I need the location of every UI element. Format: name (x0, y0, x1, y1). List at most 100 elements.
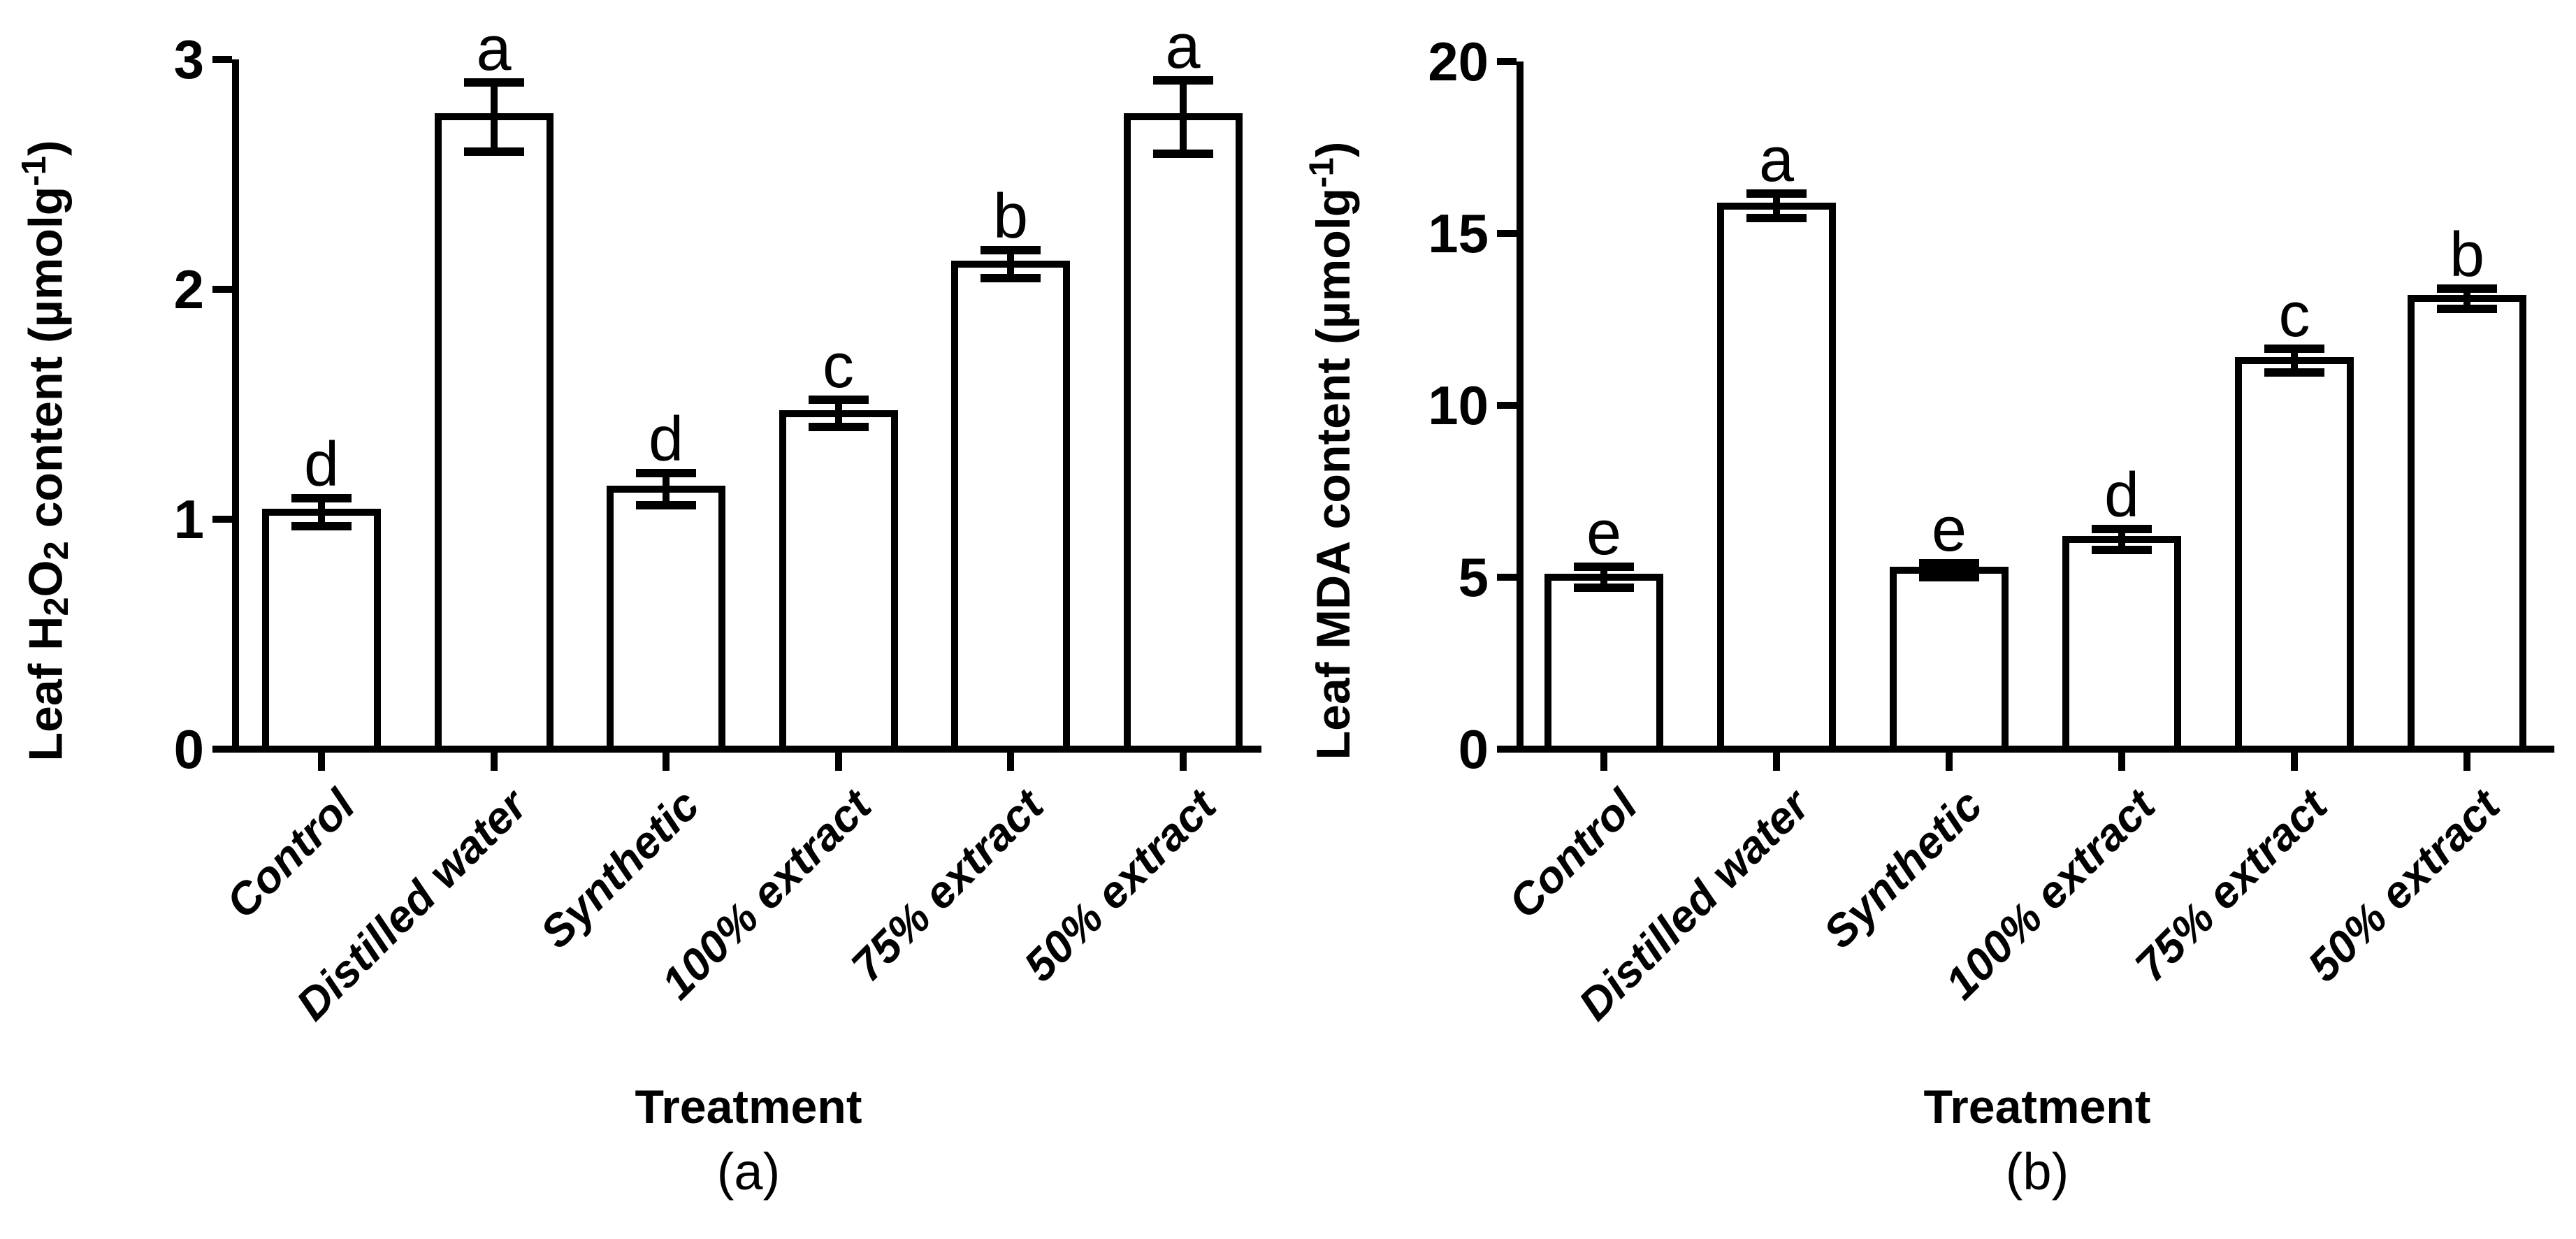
y-axis-title-segment: -1 (15, 156, 53, 187)
error-cap-top-75-extract (2264, 344, 2324, 353)
y-axis-title-segment: content (µmolg (19, 186, 73, 542)
x-tick (2118, 753, 2125, 771)
y-tick-label: 5 (1458, 546, 1489, 608)
error-cap-top-control (291, 494, 352, 503)
y-tick (1497, 402, 1517, 409)
panel-caption-a: (a) (716, 1143, 781, 1201)
x-tick (2463, 753, 2470, 771)
bar-control (262, 509, 381, 753)
error-cap-bottom-100-extract (2092, 545, 2152, 554)
error-cap-top-synthetic (1919, 559, 1979, 568)
error-bar-50-extract (2463, 288, 2470, 310)
y-axis-title-segment: O (19, 560, 73, 597)
error-bar-75-extract (2291, 348, 2298, 373)
y-tick-label: 15 (1428, 203, 1489, 264)
error-cap-top-synthetic (636, 469, 696, 478)
y-tick (212, 56, 232, 63)
y-tick-label: 10 (1428, 375, 1489, 436)
y-tick (1497, 58, 1517, 65)
error-bar-synthetic (663, 473, 670, 506)
error-bar-distilled-water (490, 82, 498, 152)
x-axis-line (1517, 746, 2554, 753)
bar-50-extract (1123, 113, 1243, 753)
error-cap-top-75-extract (981, 246, 1041, 255)
y-axis-title-segment: Leaf H (19, 616, 73, 762)
y-axis-line (1517, 61, 1524, 753)
bar-100-extract (2062, 535, 2181, 753)
y-tick (1497, 574, 1517, 581)
x-tick (1773, 753, 1780, 771)
bar-distilled-water (1717, 202, 1836, 753)
error-cap-top-100-extract (2092, 525, 2152, 534)
sig-letter-50-extract: b (2449, 219, 2485, 290)
y-tick (212, 516, 232, 523)
sig-letter-distilled-water: a (476, 13, 512, 84)
y-axis-title: Leaf H2O2 content (µmolg-1) (15, 140, 76, 762)
error-cap-top-50-extract (1152, 75, 1213, 85)
bar-synthetic (607, 486, 725, 753)
error-cap-bottom-50-extract (2437, 305, 2497, 314)
y-axis-title-segment: Leaf MDA content (µmolg (1306, 187, 1360, 760)
x-tick (318, 753, 325, 771)
error-cap-bottom-100-extract (808, 423, 869, 432)
error-bar-control (1600, 567, 1607, 588)
y-axis-title-segment: 2 (38, 541, 76, 560)
y-tick-label: 3 (173, 29, 204, 90)
sig-letter-synthetic: e (1931, 495, 1967, 565)
sig-letter-100-extract: d (2104, 461, 2140, 531)
y-tick (1497, 746, 1517, 753)
bar-100-extract (779, 410, 898, 753)
bar-control (1544, 574, 1663, 753)
error-bar-distilled-water (1773, 194, 1780, 218)
error-bar-synthetic (1946, 563, 1953, 577)
error-cap-bottom-synthetic (636, 501, 696, 510)
y-axis-title-segment: -1 (1303, 157, 1341, 188)
x-axis-title: Treatment (635, 1080, 862, 1133)
y-tick-label: 20 (1428, 31, 1489, 92)
x-tick (1179, 753, 1187, 771)
y-tick-label: 0 (1458, 718, 1489, 780)
error-cap-top-distilled-water (463, 78, 524, 87)
error-cap-bottom-control (291, 521, 352, 530)
sig-letter-75-extract: c (2278, 280, 2310, 350)
sig-letter-50-extract: a (1165, 11, 1201, 82)
sig-letter-control: e (1586, 498, 1622, 569)
error-cap-top-50-extract (2437, 284, 2497, 293)
y-tick (212, 286, 232, 293)
x-axis-line (232, 746, 1261, 753)
y-tick-label: 0 (173, 718, 204, 780)
sig-letter-100-extract: c (823, 331, 854, 401)
x-tick (2291, 753, 2298, 771)
error-cap-top-distilled-water (1746, 189, 1807, 198)
x-axis-title: Treatment (1923, 1080, 2151, 1133)
y-axis-title-segment: ) (1306, 141, 1360, 158)
bar-75-extract (2235, 357, 2354, 753)
error-cap-bottom-distilled-water (463, 147, 524, 156)
y-axis-title-segment: 2 (38, 597, 76, 616)
y-axis-line (232, 59, 239, 753)
error-bar-50-extract (1179, 80, 1187, 154)
x-category-label-control: Control (216, 779, 364, 928)
error-cap-bottom-75-extract (2264, 368, 2324, 377)
y-tick-label: 1 (173, 488, 204, 550)
bar-synthetic (1890, 567, 2009, 753)
y-axis-title: Leaf MDA content (µmolg-1) (1302, 142, 1361, 760)
error-cap-bottom-75-extract (981, 273, 1041, 282)
x-tick (1946, 753, 1953, 771)
y-axis-title-segment: ) (19, 140, 73, 157)
error-cap-bottom-synthetic (1919, 573, 1979, 581)
bar-75-extract (951, 260, 1070, 753)
x-tick (1007, 753, 1014, 771)
error-cap-bottom-control (1574, 583, 1634, 592)
sig-letter-control: d (303, 430, 340, 500)
bar-distilled-water (434, 113, 553, 753)
error-bar-75-extract (1007, 250, 1014, 278)
error-bar-control (318, 498, 325, 526)
x-tick (834, 753, 842, 771)
error-bar-100-extract (2118, 529, 2125, 550)
error-cap-top-control (1574, 563, 1634, 572)
sig-letter-synthetic: d (648, 405, 684, 475)
y-tick-label: 2 (173, 259, 204, 320)
